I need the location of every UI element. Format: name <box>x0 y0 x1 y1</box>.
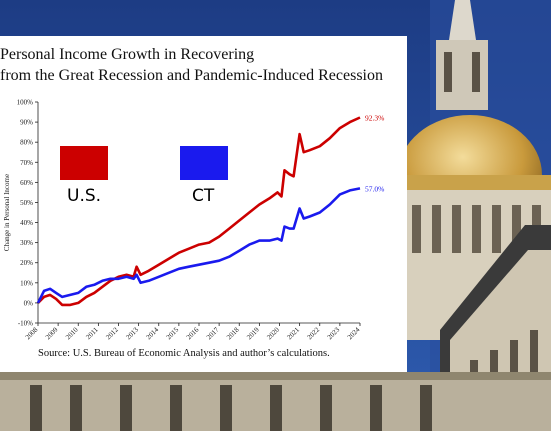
x-tick-label: 2019 <box>245 325 261 341</box>
legend-swatch-us <box>60 146 108 180</box>
y-axis-title: Change in Personal Income <box>3 174 11 251</box>
legend-label-ct: CT <box>192 186 215 206</box>
y-tick-label: 10% <box>20 279 33 287</box>
y-tick-label: 40% <box>20 219 33 227</box>
y-tick-label: 0% <box>24 299 34 307</box>
legend-swatch-ct <box>180 146 228 180</box>
y-tick-label: 90% <box>20 119 33 127</box>
x-tick-label: 2018 <box>225 325 241 341</box>
x-tick-label: 2024 <box>346 325 362 341</box>
x-tick-label: 2010 <box>64 325 80 341</box>
x-tick-label: 2022 <box>306 325 322 341</box>
series-end-label-ct: 57.0% <box>365 184 384 193</box>
y-tick-label: -10% <box>18 320 33 328</box>
x-tick-label: 2013 <box>124 325 140 341</box>
x-tick-label: 2021 <box>285 325 301 341</box>
y-tick-label: 50% <box>20 199 33 207</box>
x-tick-label: 2012 <box>104 325 120 341</box>
legend-label-us: U.S. <box>67 186 102 206</box>
x-tick-label: 2015 <box>165 325 181 341</box>
x-tick-label: 2023 <box>326 325 342 341</box>
y-tick-label: 70% <box>20 159 33 167</box>
chart-title-line-1: Personal Income Growth in Recovering <box>0 46 255 63</box>
x-tick-label: 2020 <box>265 325 281 341</box>
x-tick-label: 2009 <box>44 325 60 341</box>
chart-source-note: Source: U.S. Bureau of Economic Analysis… <box>38 348 330 359</box>
x-tick-label: 2008 <box>24 325 40 341</box>
x-tick-label: 2016 <box>185 325 201 341</box>
chart-card: Personal Income Growth in Recovering fro… <box>0 36 407 372</box>
chart-title-line-2: from the Great Recession and Pandemic-In… <box>0 67 383 84</box>
line-chart: -10% 0% 10% 20% 30% 40% 50% 60% 70% 80% 90% 100% 200… <box>3 99 384 342</box>
x-tick-label: 2011 <box>84 325 100 341</box>
x-tick-label: 2014 <box>145 325 161 341</box>
y-tick-label: 60% <box>20 179 33 187</box>
y-tick-label: 80% <box>20 139 33 147</box>
series-line-ct <box>36 187 361 304</box>
chart-title: Personal Income Growth in Recovering fro… <box>0 44 407 86</box>
y-tick-label: 30% <box>20 239 33 247</box>
series-end-label-us: 92.3% <box>365 113 384 122</box>
series-line-us <box>37 116 361 307</box>
x-tick-label: 2017 <box>205 325 221 341</box>
y-tick-label: 100% <box>17 99 34 107</box>
y-tick-label: 20% <box>20 259 33 267</box>
